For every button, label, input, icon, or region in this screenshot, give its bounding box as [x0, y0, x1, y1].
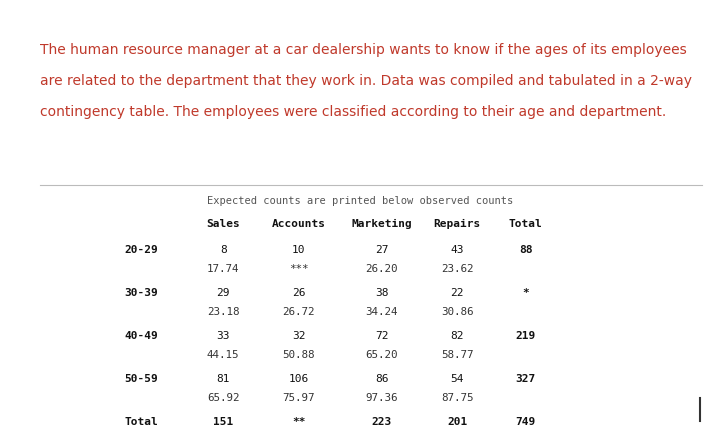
Text: *: * — [522, 288, 529, 298]
Text: 749: 749 — [516, 417, 536, 427]
Text: 20-29: 20-29 — [125, 245, 158, 255]
Text: 23.62: 23.62 — [441, 264, 474, 274]
Text: 30-39: 30-39 — [125, 288, 158, 298]
Text: ***: *** — [289, 264, 309, 274]
Text: 81: 81 — [217, 374, 230, 384]
Text: 29: 29 — [217, 288, 230, 298]
Text: 72: 72 — [375, 331, 388, 341]
Text: **: ** — [292, 417, 305, 427]
Text: 327: 327 — [516, 374, 536, 384]
Text: 75.97: 75.97 — [282, 393, 315, 403]
Text: 33: 33 — [217, 331, 230, 341]
Text: 43: 43 — [451, 245, 464, 255]
Text: 23.18: 23.18 — [207, 307, 240, 317]
Text: 8: 8 — [220, 245, 227, 255]
Text: Expected counts are printed below observed counts: Expected counts are printed below observ… — [207, 196, 513, 206]
Text: 86: 86 — [375, 374, 388, 384]
Text: 22: 22 — [451, 288, 464, 298]
Text: 106: 106 — [289, 374, 309, 384]
Text: 50.88: 50.88 — [282, 350, 315, 360]
Text: Total: Total — [125, 417, 158, 427]
Text: 26.72: 26.72 — [282, 307, 315, 317]
Text: 219: 219 — [516, 331, 536, 341]
Text: The human resource manager at a car dealership wants to know if the ages of its : The human resource manager at a car deal… — [40, 43, 686, 57]
Text: 32: 32 — [292, 331, 305, 341]
Text: 82: 82 — [451, 331, 464, 341]
Text: 58.77: 58.77 — [441, 350, 474, 360]
Text: 10: 10 — [292, 245, 305, 255]
Text: 54: 54 — [451, 374, 464, 384]
Text: 201: 201 — [447, 417, 467, 427]
Text: 40-49: 40-49 — [125, 331, 158, 341]
Text: contingency table. The employees were classified according to their age and depa: contingency table. The employees were cl… — [40, 105, 666, 119]
Text: Marketing: Marketing — [351, 219, 412, 229]
Text: Accounts: Accounts — [272, 219, 325, 229]
Text: 223: 223 — [372, 417, 392, 427]
Text: 50-59: 50-59 — [125, 374, 158, 384]
Text: 65.20: 65.20 — [365, 350, 398, 360]
Text: 88: 88 — [519, 245, 532, 255]
Text: 87.75: 87.75 — [441, 393, 474, 403]
Text: 97.36: 97.36 — [365, 393, 398, 403]
Text: 44.15: 44.15 — [207, 350, 240, 360]
Text: 27: 27 — [375, 245, 388, 255]
Text: 151: 151 — [213, 417, 233, 427]
Text: Total: Total — [509, 219, 542, 229]
Text: Sales: Sales — [207, 219, 240, 229]
Text: are related to the department that they work in. Data was compiled and tabulated: are related to the department that they … — [40, 74, 692, 88]
Text: 30.86: 30.86 — [441, 307, 474, 317]
Text: 26: 26 — [292, 288, 305, 298]
Text: 38: 38 — [375, 288, 388, 298]
Text: 65.92: 65.92 — [207, 393, 240, 403]
Text: 34.24: 34.24 — [365, 307, 398, 317]
Text: Repairs: Repairs — [433, 219, 481, 229]
Text: 26.20: 26.20 — [365, 264, 398, 274]
Text: 17.74: 17.74 — [207, 264, 240, 274]
